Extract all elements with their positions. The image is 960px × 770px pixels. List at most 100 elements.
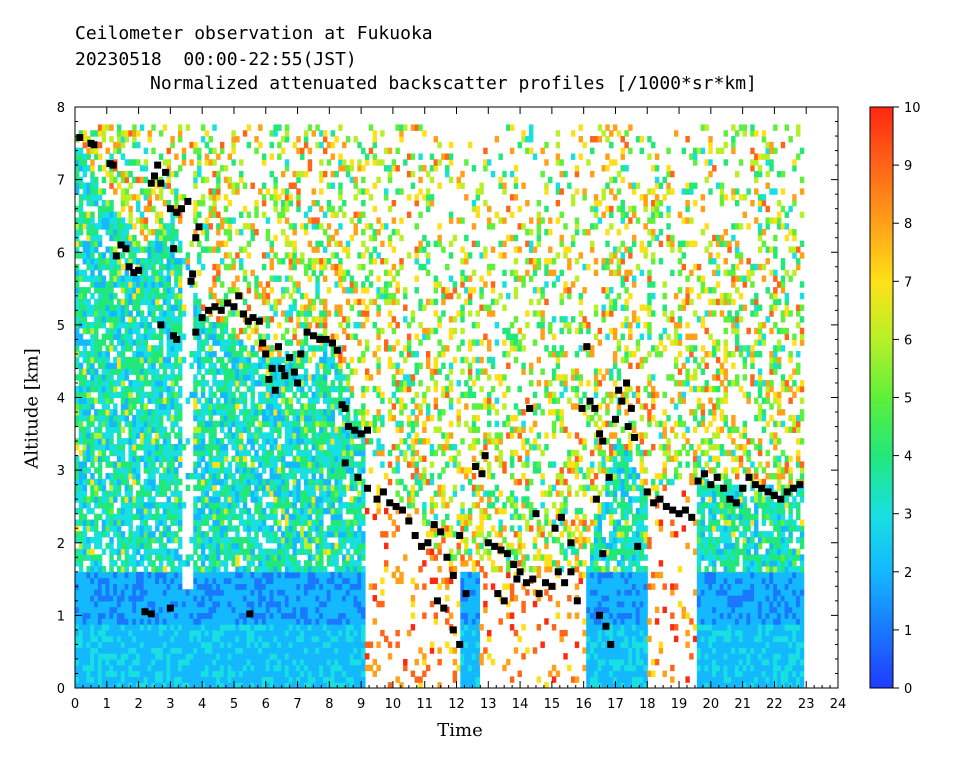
heat-cell	[90, 414, 95, 422]
heat-cell	[219, 147, 225, 155]
heat-cell	[155, 618, 160, 625]
heat-cell	[345, 612, 351, 619]
heat-cell	[212, 147, 217, 155]
heat-cell	[105, 624, 110, 631]
heat-cell	[338, 432, 343, 439]
heat-cell	[269, 426, 274, 433]
heat-cell	[212, 403, 217, 410]
heat-cell	[216, 368, 221, 375]
heat-cell	[113, 147, 118, 155]
heat-cell	[296, 432, 301, 439]
heat-cell	[200, 641, 206, 648]
heat-cell	[235, 583, 240, 590]
heat-cell	[326, 438, 332, 445]
heat-cell	[223, 647, 229, 654]
heat-cell	[322, 136, 328, 143]
heat-cell	[189, 351, 194, 358]
heat-cell	[124, 606, 130, 614]
heat-cell	[120, 519, 126, 526]
heat-cell	[86, 525, 91, 532]
heat-cell	[200, 606, 206, 614]
heat-cell	[303, 368, 309, 375]
heat-cell	[261, 409, 267, 416]
heat-cell	[200, 443, 206, 451]
heat-cell	[94, 583, 99, 590]
heat-cell	[143, 577, 149, 585]
heat-cell	[94, 513, 99, 521]
heat-cell	[120, 658, 126, 666]
heat-cell	[197, 409, 202, 416]
heat-cell	[178, 455, 183, 463]
heat-cell	[155, 583, 160, 590]
heat-cell	[136, 618, 141, 625]
heat-cell	[105, 217, 110, 224]
heat-cell	[254, 554, 259, 561]
heat-cell	[136, 600, 141, 608]
heat-cell	[128, 658, 133, 666]
heat-cell	[147, 658, 152, 666]
heat-cell	[139, 571, 145, 579]
heat-cell	[139, 316, 145, 323]
heat-cell	[281, 664, 286, 672]
heat-cell	[151, 443, 156, 451]
heat-cell	[212, 420, 217, 428]
heat-cell	[269, 409, 274, 416]
heat-cell	[143, 165, 149, 172]
heat-cell	[200, 391, 206, 399]
heat-cell	[185, 252, 191, 259]
heat-cell	[269, 391, 274, 399]
heat-cell	[227, 438, 233, 445]
heat-cell	[204, 496, 210, 503]
heat-cell	[334, 490, 339, 497]
heat-cell	[307, 525, 313, 532]
heat-cell	[319, 432, 324, 439]
heat-cell	[200, 385, 206, 393]
heat-cell	[94, 182, 99, 189]
heat-cell	[296, 170, 301, 178]
heat-cell	[200, 484, 206, 492]
heat-cell	[342, 600, 347, 608]
heat-cell	[116, 263, 122, 271]
heat-cell	[155, 635, 160, 643]
heat-cell	[143, 658, 149, 666]
heat-cell	[151, 310, 156, 317]
heat-cell	[113, 571, 118, 579]
heat-cell	[277, 356, 282, 364]
heat-cell	[277, 647, 282, 654]
heat-cell	[90, 676, 95, 683]
heat-cell	[86, 409, 91, 416]
heat-cell	[303, 263, 309, 271]
heat-cell	[269, 653, 274, 660]
heat-cell	[136, 443, 141, 451]
heat-cell	[109, 316, 114, 323]
heat-cell	[139, 496, 145, 503]
heat-cell	[345, 583, 351, 590]
heat-cell	[170, 618, 175, 625]
heat-cell	[326, 583, 332, 590]
heat-cell	[303, 542, 309, 550]
heat-cell	[208, 136, 213, 143]
heat-cell	[235, 554, 240, 561]
heat-cell	[147, 455, 152, 463]
heat-cell	[158, 490, 164, 497]
heat-cell	[239, 409, 244, 416]
heat-cell	[147, 502, 152, 509]
heat-cell	[200, 571, 206, 579]
heat-cell	[338, 513, 343, 521]
heat-cell	[200, 467, 206, 474]
heat-cell	[139, 502, 145, 509]
heat-cell	[166, 653, 171, 660]
heat-cell	[174, 478, 179, 486]
heat-cell	[120, 205, 126, 213]
heat-cell	[349, 176, 355, 184]
heat-cell	[193, 658, 198, 666]
heat-cell	[101, 414, 107, 422]
heat-cell	[97, 420, 103, 428]
heat-cell	[330, 362, 336, 370]
heat-cell	[105, 653, 110, 660]
heat-cell	[90, 333, 95, 340]
heat-cell	[349, 595, 355, 602]
heat-cell	[223, 374, 229, 381]
heat-cell	[239, 362, 244, 370]
heat-cell	[296, 281, 301, 288]
